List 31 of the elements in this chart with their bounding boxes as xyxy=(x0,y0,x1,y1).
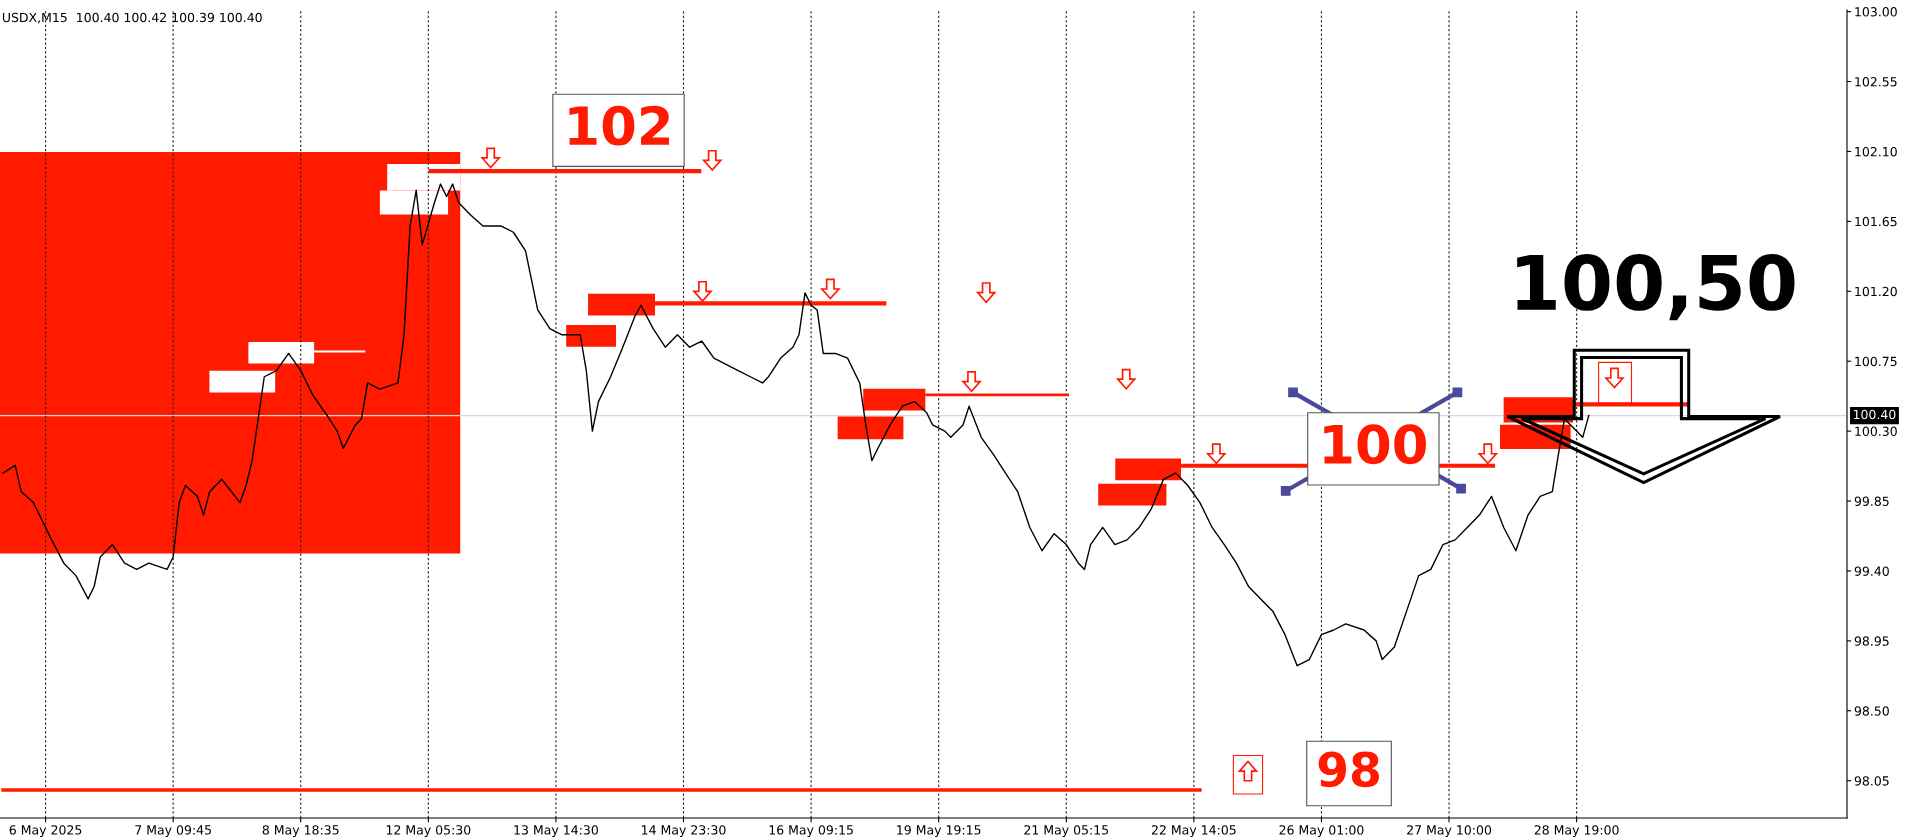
x-tick-label: 14 May 23:30 xyxy=(642,825,726,838)
y-tick-label: 99.85 xyxy=(1854,496,1889,506)
x-tick-label: 22 May 14:05 xyxy=(1151,825,1236,838)
annotation: 100,50 xyxy=(1517,254,1795,321)
x-tick-label: 21 May 05:15 xyxy=(1024,825,1109,838)
ref-line-label: 100.40 xyxy=(1853,409,1896,420)
x-tick-label: 19 May 19:15 xyxy=(897,825,981,838)
y-tick-label: 98.95 xyxy=(1854,636,1889,646)
y-tick-label: 99.40 xyxy=(1854,566,1889,576)
y-tick-label: 100.30 xyxy=(1855,426,1897,437)
x-tick-label: 6 May 2025 xyxy=(9,825,82,838)
x-tick-label: 13 May 14:30 xyxy=(514,825,598,838)
y-tick-label: 100.75 xyxy=(1855,356,1897,367)
chart-title: USDX,M15 100.40 100.42 100.39 100.40 xyxy=(2,12,262,24)
y-tick-label: 101.65 xyxy=(1855,216,1897,227)
x-tick-label: 16 May 09:15 xyxy=(769,825,853,838)
annotation: 102 xyxy=(569,105,670,146)
annotation: 100 xyxy=(1324,424,1426,465)
x-tick-label: 7 May 09:45 xyxy=(135,825,211,838)
y-tick-label: 101.20 xyxy=(1855,286,1897,297)
x-tick-label: 27 May 10:00 xyxy=(1407,825,1492,838)
y-tick-label: 103.00 xyxy=(1855,7,1897,17)
x-tick-label: 8 May 18:35 xyxy=(262,825,339,838)
x-tick-label: 12 May 05:30 xyxy=(386,825,471,838)
y-tick-label: 98.05 xyxy=(1854,776,1889,786)
x-tick-label: 28 May 19:00 xyxy=(1534,825,1619,838)
y-tick-label: 98.50 xyxy=(1854,706,1889,716)
x-tick-label: 26 May 01:00 xyxy=(1279,825,1364,838)
y-tick-label: 102.10 xyxy=(1855,146,1897,157)
y-tick-label: 102.55 xyxy=(1855,77,1897,87)
annotation: 98 xyxy=(1318,751,1379,788)
